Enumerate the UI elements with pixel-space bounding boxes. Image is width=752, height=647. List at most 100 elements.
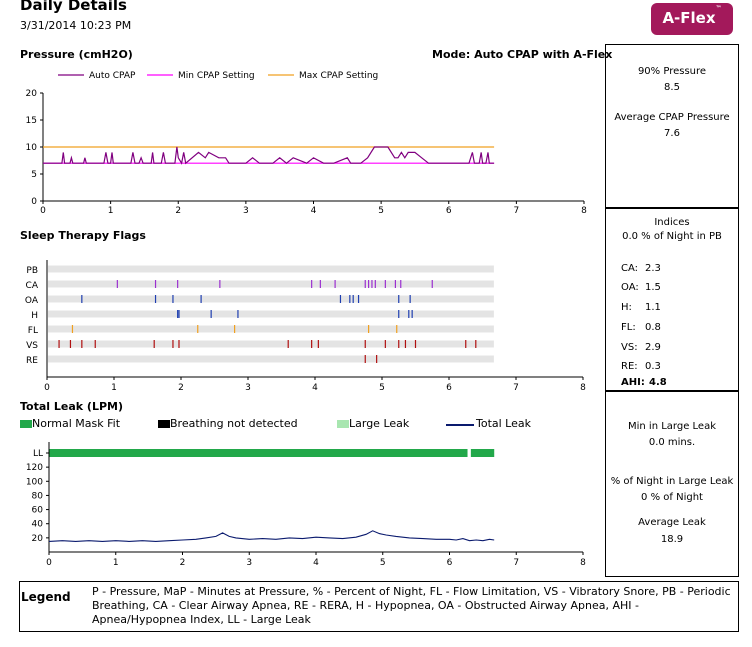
x-tick-label: 3 [245,383,251,393]
p90-label: 90% Pressure [637,66,707,77]
brand-name: A-Flex [662,9,716,27]
legend-label-total-leak: Total Leak [476,417,531,430]
y-tick-label: 120 [26,463,43,473]
flags-chart-title: Sleep Therapy Flags [20,229,146,242]
avg-leak-label: Average Leak [638,517,706,528]
y-tick-label: 20 [32,534,44,544]
p90-value: 8.5 [664,82,680,93]
flag-row-label-pb: PB [26,266,38,276]
flag-track-h [48,310,494,318]
pct-large-leak-label: % of Night in Large Leak [610,476,734,487]
x-tick-label: 8 [580,558,586,568]
x-tick-label: 0 [44,383,50,393]
x-tick-label: 7 [513,383,519,393]
index-vs-value: 2.9 [645,342,661,353]
y-tick-label: 80 [32,491,44,501]
x-tick-label: 1 [108,206,114,216]
y-tick-label: 5 [31,170,37,180]
y-tick-label: 20 [26,89,38,99]
x-tick-label: 1 [113,558,119,568]
index-ca-label: CA: [621,263,639,274]
series-auto-cpap [43,146,495,165]
x-tick-label: 2 [175,206,181,216]
x-tick-label: 4 [311,206,317,216]
x-tick-label: 6 [446,383,452,393]
x-tick-label: 2 [178,383,184,393]
x-tick-label: 4 [312,383,318,393]
pct-large-leak-value: 0 % of Night [641,492,703,503]
flag-row-label-oa: OA [25,296,39,306]
x-tick-label: 0 [46,558,52,568]
avg-pressure-label: Average CPAP Pressure [614,112,730,123]
x-tick-label: 1 [111,383,117,393]
x-tick-label: 5 [379,383,385,393]
index-ahi-value: 4.8 [649,377,667,388]
index-oa-value: 1.5 [645,282,661,293]
flag-track-vs [48,340,494,348]
y-tick-label: 10 [26,143,38,153]
legend-label-min-cpap-setting: Min CPAP Setting [178,71,255,81]
index-ca-value: 2.3 [645,263,661,274]
brand-trademark: ™ [715,5,722,12]
legend-box: Legend P - Pressure, MaP - Minutes at Pr… [19,581,739,632]
leak-chart-title: Total Leak (LPM) [20,400,123,413]
x-tick-label: 6 [447,558,453,568]
y-tick-label: 60 [32,506,44,516]
mask-fit-band [49,449,468,457]
pressure-chart-title: Pressure (cmH2O) [20,48,133,61]
index-h-value: 1.1 [645,302,661,313]
legend-label-breathing-not-detected: Breathing not detected [170,417,298,430]
indices-panel: Indices 0.0 % of Night in PB CA: 2.3 OA:… [605,208,739,391]
index-oa-label: OA: [621,282,639,293]
index-fl-value: 0.8 [645,322,661,333]
x-tick-label: 0 [40,206,46,216]
therapy-mode: Mode: Auto CPAP with A-Flex [432,48,613,61]
flag-row-label-fl: FL [28,326,38,336]
avg-leak-value: 18.9 [660,534,684,545]
x-tick-label: 5 [378,206,384,216]
flag-row-label-re: RE [26,356,38,366]
x-tick-label: 2 [180,558,186,568]
min-large-leak-value: 0.0 mins. [648,437,696,448]
flag-track-re [48,355,494,363]
flags-chart: PB CA OA H FL VS RE 0 1 2 3 4 5 6 7 8 [25,260,586,393]
indices-title: Indices [654,217,690,228]
flag-track-fl [48,325,494,333]
x-tick-label: 3 [246,558,252,568]
index-re-label: RE: [621,361,638,372]
pressure-chart: Auto CPAP Min CPAP Setting Max CPAP Settin… [26,71,588,216]
x-tick-label: 6 [446,206,452,216]
y-tick-label: 0 [31,197,37,207]
leak-summary-panel: Min in Large Leak 0.0 mins. % of Night i… [605,391,739,577]
index-vs-label: VS: [621,342,638,353]
x-tick-label: 8 [581,206,587,216]
brand-logo: A-Flex™ [651,3,733,35]
flag-row-label-vs: VS [26,341,38,351]
flag-track-ca [48,280,494,288]
index-fl-label: FL: [621,322,636,333]
page-title: Daily Details [20,0,127,14]
legend-title: Legend [21,590,71,604]
x-tick-label: 4 [313,558,319,568]
report-datetime: 3/31/2014 10:23 PM [20,19,132,32]
legend-swatch-breathing-not-detected [158,420,170,428]
legend-swatch-large-leak [337,420,349,428]
y-tick-label: 40 [32,520,44,530]
x-tick-label: 7 [514,206,520,216]
index-ahi-label: AHI: [621,377,645,388]
flag-track-pb [48,265,494,273]
series-total-leak [48,530,495,542]
pressure-summary-panel: 90% Pressure 8.5 Average CPAP Pressure 7… [605,44,739,208]
legend-swatch-normal-fit [20,420,32,428]
index-h-label: H: [621,302,632,313]
legend-label-large-leak: Large Leak [349,417,410,430]
legend-label-max-cpap-setting: Max CPAP Setting [299,71,378,81]
indices-pb: 0.0 % of Night in PB [622,231,722,242]
mask-fit-band [470,449,495,457]
flag-row-label-ca: CA [26,281,39,291]
flag-track-oa [48,295,494,303]
legend-label-normal-fit: Normal Mask Fit [32,417,121,430]
avg-pressure-value: 7.6 [664,128,680,139]
y-tick-label: 100 [26,477,43,487]
legend-line-total-leak [446,424,474,426]
